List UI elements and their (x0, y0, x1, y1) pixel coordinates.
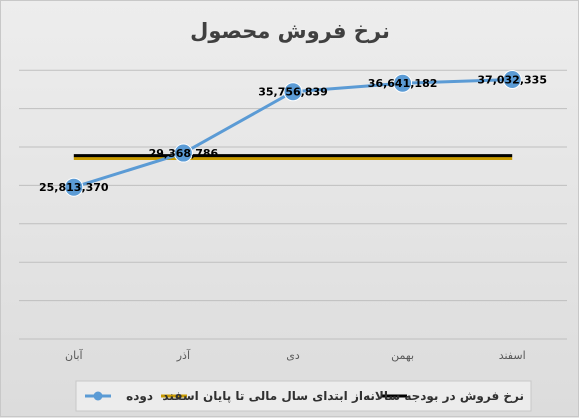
x-tick-label: بهمن (391, 349, 414, 362)
data-label: 37,032,335 (477, 73, 547, 86)
series-lines (64, 69, 522, 197)
legend-label: نرخ فروش در بودجه سالانه (363, 389, 524, 404)
data-label: 36,641,182 (368, 77, 438, 90)
data-point (64, 177, 84, 197)
category-axis: آبان آذر دی بهمن اسفند (65, 348, 526, 362)
legend-label: از ابتدای سال مالی تا پایان اسفند (162, 389, 363, 403)
gridlines (19, 69, 567, 340)
legend-box (75, 380, 532, 412)
x-tick-label: آذر (176, 348, 191, 362)
legend-label: دوده (126, 389, 153, 404)
data-point (283, 82, 303, 102)
x-tick-label: اسفند (499, 349, 526, 362)
data-label: 25,813,370 (39, 181, 109, 194)
data-label: 35,756,839 (258, 86, 328, 99)
legend: دوده از ابتدای سال مالی تا پایان اسفند نرخ… (75, 380, 532, 412)
x-tick-label: آبان (65, 348, 83, 362)
data-point (502, 69, 522, 89)
data-point (173, 143, 193, 163)
data-point (393, 73, 413, 93)
legend-marker (93, 391, 103, 401)
chart-title: نرخ فروش محصول (190, 19, 390, 43)
data-labels: 25,813,370 29,368,786 35,756,839 36,641,182… (39, 73, 547, 194)
data-label: 29,368,786 (149, 147, 219, 160)
x-tick-label: دی (286, 349, 300, 362)
